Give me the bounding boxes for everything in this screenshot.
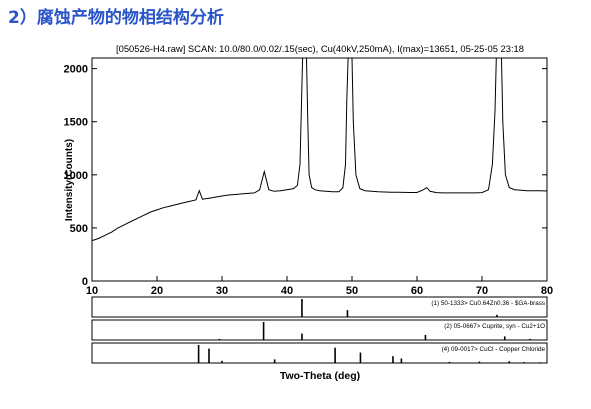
x-tick-label: 20	[151, 285, 163, 297]
x-tick-label: 80	[541, 285, 553, 297]
slide-title: 2）腐蚀产物的物相结构分析	[8, 8, 224, 28]
x-tick-label: 30	[216, 285, 228, 297]
y-tick-label: 500	[70, 223, 88, 235]
x-tick-label: 60	[411, 285, 423, 297]
x-tick-label: 10	[86, 285, 98, 297]
x-tick-label: 40	[281, 285, 293, 297]
x-tick-label: 70	[476, 285, 488, 297]
scan-info: [050526-H4.raw] SCAN: 10.0/80.0/0.02/.15…	[116, 43, 524, 54]
x-axis-label: Two-Theta (deg)	[280, 370, 360, 382]
y-tick-label: 1500	[64, 117, 88, 129]
diffraction-curve	[92, 58, 547, 242]
reference-label: (4) 09-0017> CuCl - Copper Chloride	[442, 346, 546, 353]
y-tick-label: 1000	[64, 170, 88, 182]
reference-panel	[91, 296, 548, 318]
y-tick-label: 2000	[64, 64, 88, 76]
reference-panel	[91, 319, 548, 341]
plot-frame	[91, 57, 548, 282]
reference-panel	[91, 342, 548, 364]
reference-label: (1) 50-1333> Cu0.64Zn0.36 - $GA-brass	[431, 300, 545, 307]
y-tick-label: 0	[82, 276, 88, 288]
x-tick-label: 50	[346, 285, 358, 297]
y-axis-label: Intensity(Counts)	[64, 139, 75, 221]
reference-label: (2) 05-0667> Cuprite, syn - Cu2+1O	[444, 323, 545, 330]
